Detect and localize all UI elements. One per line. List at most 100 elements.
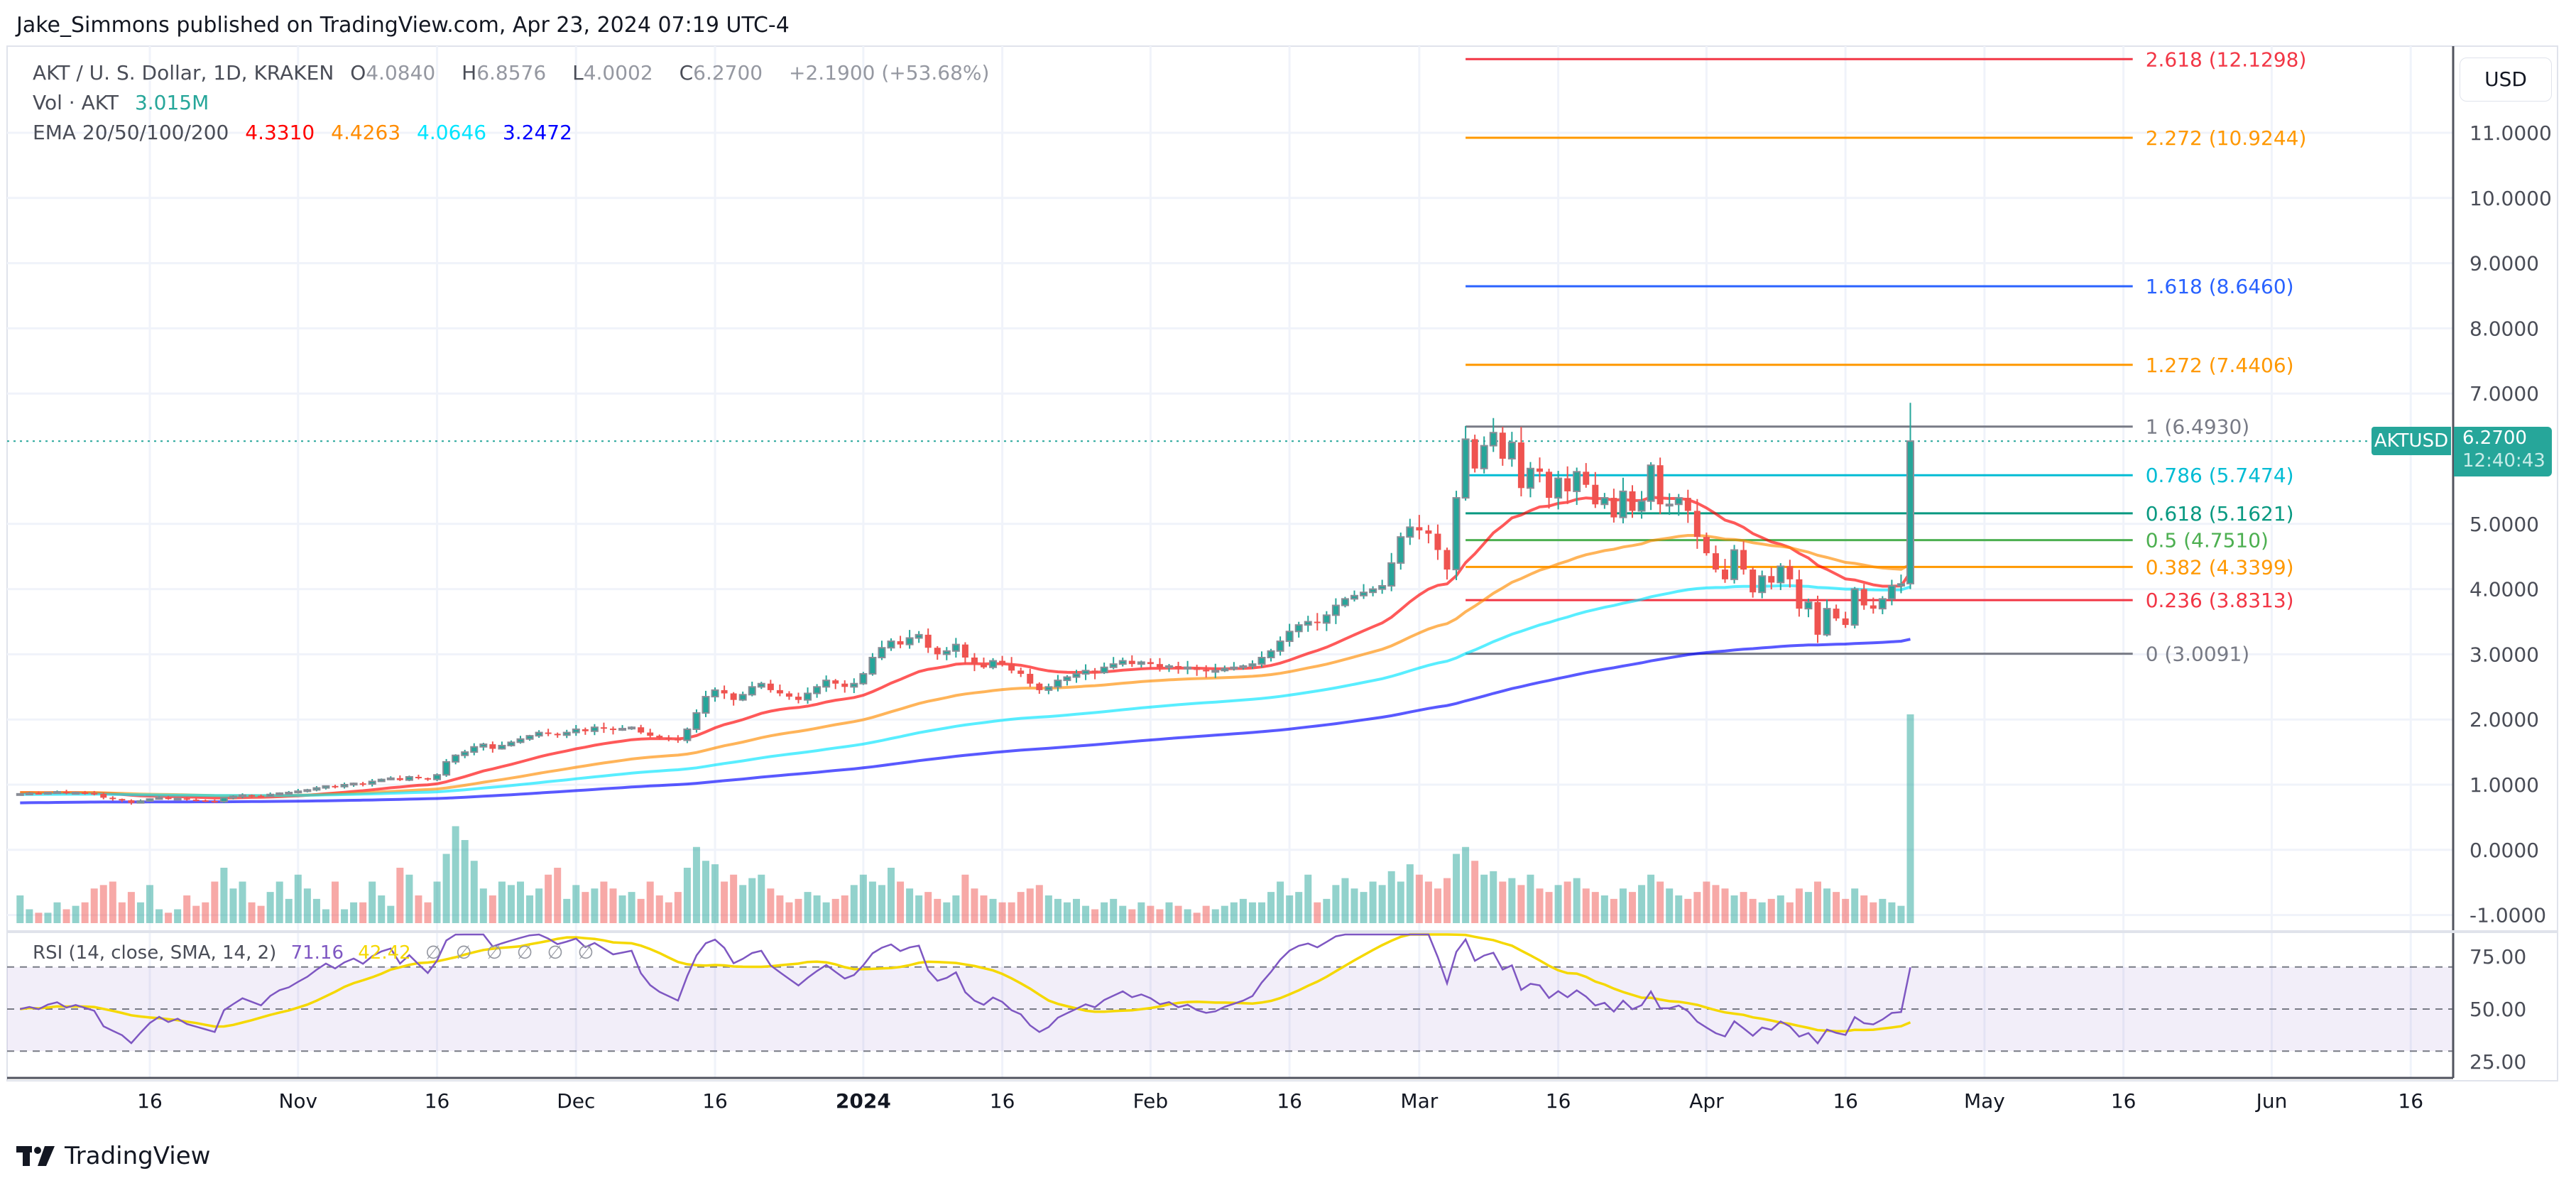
volume-bar	[192, 905, 200, 923]
candle-body	[1887, 585, 1896, 600]
candle-body	[229, 795, 237, 799]
candle-body	[859, 672, 868, 685]
candle-body	[405, 775, 413, 781]
candle-body	[1257, 656, 1266, 665]
candle-body	[1684, 498, 1691, 511]
volume-bar	[174, 909, 182, 923]
volume-bar	[748, 878, 756, 923]
candle-body	[1175, 665, 1182, 669]
candle-body	[878, 647, 886, 658]
volume-bar	[202, 902, 209, 923]
candle-body	[1194, 667, 1201, 670]
volume-bar	[479, 888, 487, 923]
volume-bar	[1017, 892, 1025, 923]
price-tick-label: 4.0000	[2469, 578, 2539, 601]
volume-bar	[239, 881, 246, 923]
time-tick-label: 16	[2398, 1089, 2423, 1113]
volume-label: Vol · AKT	[33, 91, 119, 114]
volume-bar	[888, 867, 895, 923]
volume-bar	[1833, 892, 1840, 923]
candle-body	[332, 785, 339, 788]
low-label: L	[572, 61, 584, 85]
volume-bar	[1860, 895, 1868, 923]
volume-bar	[1286, 895, 1294, 923]
rsi-line	[20, 933, 1911, 1045]
candle-body	[1443, 550, 1451, 570]
candle-body	[1823, 608, 1831, 636]
volume-bar	[1906, 714, 1914, 923]
volume-bar	[952, 895, 960, 923]
volume-bar	[906, 888, 914, 923]
candle-body	[368, 780, 376, 785]
candle-body	[1387, 562, 1396, 587]
candle-body	[53, 791, 61, 795]
candle-body	[1044, 686, 1053, 691]
symbol-name[interactable]: AKT / U. S. Dollar, 1D, KRAKEN	[33, 61, 334, 85]
candle-body	[1452, 497, 1461, 571]
candle-body	[1294, 624, 1303, 633]
volume-legend[interactable]: Vol · AKT 3.015M	[33, 91, 219, 114]
volume-bar	[1277, 881, 1284, 923]
volume-bar	[628, 892, 635, 923]
volume-bar	[1740, 892, 1747, 923]
volume-bar	[1443, 878, 1451, 923]
fib-level-label: 1.272 (7.4406)	[2146, 354, 2294, 377]
volume-bar	[1758, 902, 1766, 923]
close-value: 6.2700	[693, 61, 763, 85]
volume-bar	[971, 888, 978, 923]
symbol-price-tag: AKTUSD	[2372, 427, 2451, 456]
candle-body	[1276, 641, 1284, 652]
volume-bar	[1156, 909, 1164, 923]
volume-bar	[1490, 871, 1497, 923]
candle-body	[1804, 601, 1813, 610]
candle-body	[479, 743, 488, 748]
volume-bar	[1888, 902, 1896, 923]
time-tick-label: 16	[2111, 1089, 2136, 1113]
candle-body	[1712, 553, 1719, 570]
volume-bar	[804, 892, 812, 923]
price-tick-label: 5.0000	[2469, 513, 2539, 536]
volume-bar	[1600, 895, 1608, 923]
candle-body	[1833, 609, 1840, 618]
candle-body	[35, 792, 42, 795]
candle-body	[730, 693, 737, 700]
fib-retracement[interactable]: 2.618 (12.1298) 2.272 (10.9244) 1.618 (8.6…	[7, 48, 2372, 666]
open-label: O	[350, 61, 366, 85]
candle-body	[1072, 672, 1081, 678]
candle-body	[1637, 500, 1646, 512]
volume-bar	[1462, 846, 1470, 923]
volume-bar	[1063, 902, 1071, 923]
ema-legend[interactable]: EMA 20/50/100/200 4.3310 4.4263 4.0646 3…	[33, 121, 582, 144]
volume-bar	[1657, 881, 1664, 923]
candle-body	[109, 797, 116, 800]
candle-body	[1350, 594, 1358, 600]
currency-button[interactable]: USD	[2460, 58, 2552, 102]
candle-body	[1017, 670, 1025, 674]
candle-body	[1777, 565, 1785, 584]
fib-level-label: 0.382 (4.3399)	[2146, 555, 2294, 579]
candle-body	[1322, 614, 1331, 624]
rsi-legend[interactable]: RSI (14, close, SMA, 14, 2) 71.16 42.42 …	[33, 942, 602, 964]
candle-body	[1546, 472, 1553, 498]
candle-body	[545, 732, 552, 734]
volume-bar	[1424, 881, 1432, 923]
last-price: 6.2700	[2462, 427, 2527, 449]
volume-bars	[16, 714, 1914, 923]
candle-body	[1730, 549, 1739, 580]
candle-body	[1600, 497, 1609, 506]
candle-body	[841, 683, 848, 687]
candle-body	[675, 739, 682, 741]
volume-bar	[859, 874, 867, 923]
candle-body	[795, 697, 802, 700]
rsi-sma-value: 42.42	[358, 942, 411, 964]
tradingview-logo[interactable]: TradingView	[16, 1142, 210, 1170]
candle-body	[1147, 662, 1154, 665]
volume-bar	[1453, 854, 1461, 923]
rsi-sma-line	[20, 933, 1911, 1032]
candle-body	[1184, 666, 1192, 670]
candle-body	[1657, 465, 1664, 505]
volume-bar	[776, 895, 784, 923]
volume-bar	[822, 902, 830, 923]
candle-body	[1063, 676, 1071, 682]
